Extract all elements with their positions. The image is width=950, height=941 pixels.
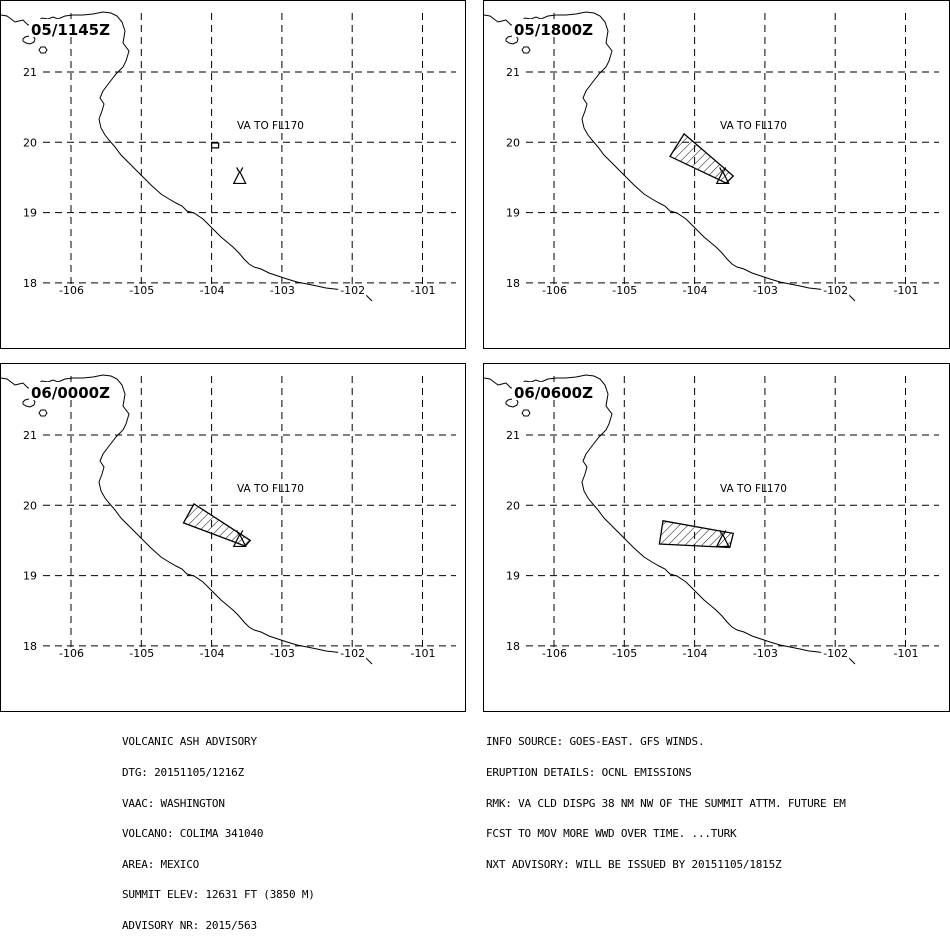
lon-tick-label: -105 <box>129 647 154 660</box>
graticule <box>43 376 456 649</box>
forecast-panel-1: 18 19 20 21 -106 -105 -104 -103 -102 -101 VA TO FL… <box>0 0 466 349</box>
lon-tick-label: -106 <box>59 647 84 660</box>
advisory-remarks: RMK: VA CLD DISPG 38 NM NW OF THE SUMMIT… <box>486 796 846 810</box>
lon-tick-label: -101 <box>411 284 436 297</box>
va-height-label: VA TO FL170 <box>237 120 304 132</box>
advisory-right: INFO SOURCE: GOES-EAST. GFS WINDS. ERUPT… <box>486 717 846 880</box>
lat-tick-label: 21 <box>506 66 520 79</box>
lon-tick-label: -104 <box>683 647 708 660</box>
advisory-left: VOLCANIC ASH ADVISORY DTG: 20151105/1216… <box>122 717 315 941</box>
volcano-icon <box>232 167 247 185</box>
map-canvas: 18 19 20 21 -106 -105 -104 -103 -102 -101 VA TO FL… <box>1 11 456 302</box>
graticule <box>526 13 939 286</box>
lat-tick-label: 18 <box>506 640 520 653</box>
island-outline <box>38 409 48 417</box>
lon-tick-label: -106 <box>59 284 84 297</box>
advisory-info-source: INFO SOURCE: GOES-EAST. GFS WINDS. <box>486 735 705 749</box>
lon-tick-label: -103 <box>753 284 778 297</box>
advisory-area: AREA: MEXICO <box>122 857 200 871</box>
lon-tick-label: -104 <box>683 284 708 297</box>
lon-tick-label: -106 <box>542 647 567 660</box>
island-outline <box>521 409 531 417</box>
volcano-icon <box>715 530 730 548</box>
advisory-dtg: DTG: 20151105/1216Z <box>122 766 245 779</box>
lat-tick-label: 21 <box>23 429 37 442</box>
map-canvas: 18 19 20 21 -106 -105 -104 -103 -102 -101 VA TO FL… <box>484 374 939 665</box>
ash-cloud-polygon <box>182 502 252 547</box>
coastline <box>1 11 373 302</box>
va-height-label: VA TO FL170 <box>720 483 787 495</box>
lat-tick-label: 20 <box>23 136 37 149</box>
forecast-time-label: 06/0600Z <box>514 384 593 402</box>
volcano-icon <box>232 530 247 548</box>
advisory-vaac: VAAC: WASHINGTON <box>122 796 225 810</box>
forecast-panel-2: 18 19 20 21 -106 -105 -104 -103 -102 -101 VA TO FL… <box>483 0 950 349</box>
lat-tick-label: 21 <box>23 66 37 79</box>
lon-tick-label: -103 <box>753 647 778 660</box>
forecast-time-label: 06/0000Z <box>31 384 110 402</box>
graticule <box>526 376 939 649</box>
lon-tick-label: -101 <box>894 284 919 297</box>
lat-tick-label: 19 <box>23 570 37 583</box>
lon-tick-label: -106 <box>542 284 567 297</box>
lon-tick-label: -102 <box>340 284 365 297</box>
island-outline <box>521 46 531 54</box>
lon-tick-label: -102 <box>823 647 848 660</box>
lon-tick-label: -102 <box>340 647 365 660</box>
lon-tick-label: -105 <box>612 284 637 297</box>
lat-tick-label: 18 <box>23 640 37 653</box>
lon-tick-label: -105 <box>612 647 637 660</box>
island-outline <box>38 46 48 54</box>
lat-tick-label: 18 <box>506 277 520 290</box>
advisory-volcano: VOLCANO: COLIMA 341040 <box>122 827 264 841</box>
lat-tick-label: 18 <box>23 277 37 290</box>
ash-cloud-polygon <box>669 132 735 184</box>
advisory-next: NXT ADVISORY: WILL BE ISSUED BY 20151105… <box>486 857 782 871</box>
forecast-time-label: 05/1145Z <box>31 21 110 39</box>
forecast-time-label: 05/1800Z <box>514 21 593 39</box>
map-canvas: 18 19 20 21 -106 -105 -104 -103 -102 -101 VA TO FL… <box>484 11 939 302</box>
advisory-number: ADVISORY NR: 2015/563 <box>122 918 257 932</box>
lat-tick-label: 19 <box>506 207 520 220</box>
lat-tick-label: 20 <box>23 499 37 512</box>
map-canvas: 18 19 20 21 -106 -105 -104 -103 -102 -101 VA TO FL… <box>1 374 456 665</box>
volcano-icon <box>715 167 730 185</box>
lat-tick-label: 20 <box>506 499 520 512</box>
advisory-title: VOLCANIC ASH ADVISORY <box>122 735 257 749</box>
lon-tick-label: -102 <box>823 284 848 297</box>
graticule <box>43 13 456 286</box>
ash-cloud-polygon <box>210 142 220 149</box>
forecast-panel-4: 18 19 20 21 -106 -105 -104 -103 -102 -101 VA TO FL… <box>483 363 950 712</box>
va-height-label: VA TO FL170 <box>237 483 304 495</box>
lat-tick-label: 19 <box>23 207 37 220</box>
coastline <box>484 374 856 665</box>
lat-tick-label: 20 <box>506 136 520 149</box>
lon-tick-label: -101 <box>894 647 919 660</box>
lon-tick-label: -105 <box>129 284 154 297</box>
forecast-panel-3: 18 19 20 21 -106 -105 -104 -103 -102 -101 VA TO FL… <box>0 363 466 712</box>
advisory-forecast: FCST TO MOV MORE WWD OVER TIME. ...TURK <box>486 827 737 841</box>
ash-cloud-polygon <box>658 520 735 549</box>
lon-tick-label: -104 <box>200 284 225 297</box>
advisory-eruption-details: ERUPTION DETAILS: OCNL EMISSIONS <box>486 766 692 779</box>
lon-tick-label: -103 <box>270 284 295 297</box>
lon-tick-label: -104 <box>200 647 225 660</box>
lat-tick-label: 19 <box>506 570 520 583</box>
lat-tick-label: 21 <box>506 429 520 442</box>
va-height-label: VA TO FL170 <box>720 120 787 132</box>
lon-tick-label: -101 <box>411 647 436 660</box>
lon-tick-label: -103 <box>270 647 295 660</box>
advisory-summit: SUMMIT ELEV: 12631 FT (3850 M) <box>122 888 315 902</box>
